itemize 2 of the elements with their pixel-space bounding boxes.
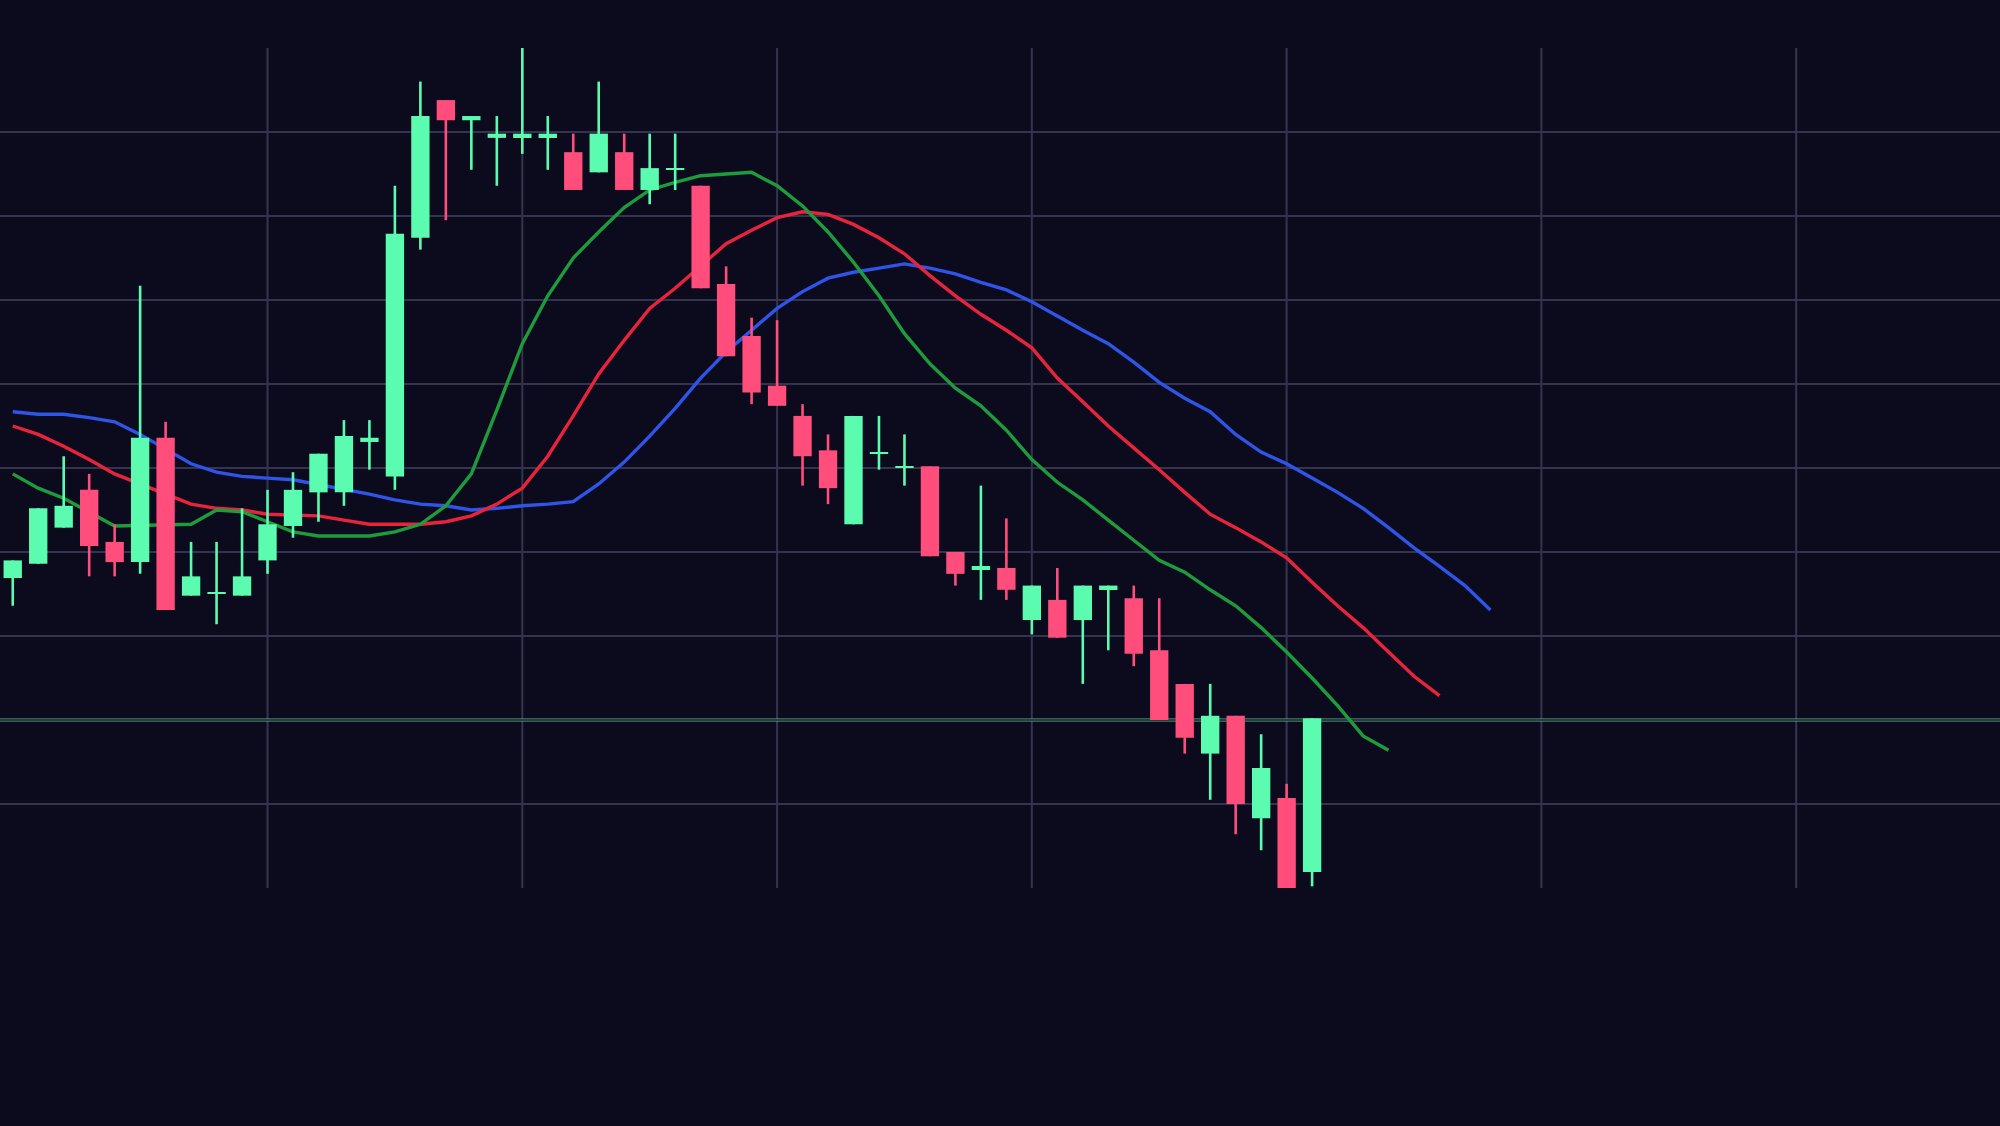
candlestick [232, 507, 252, 597]
candlestick [181, 540, 201, 597]
